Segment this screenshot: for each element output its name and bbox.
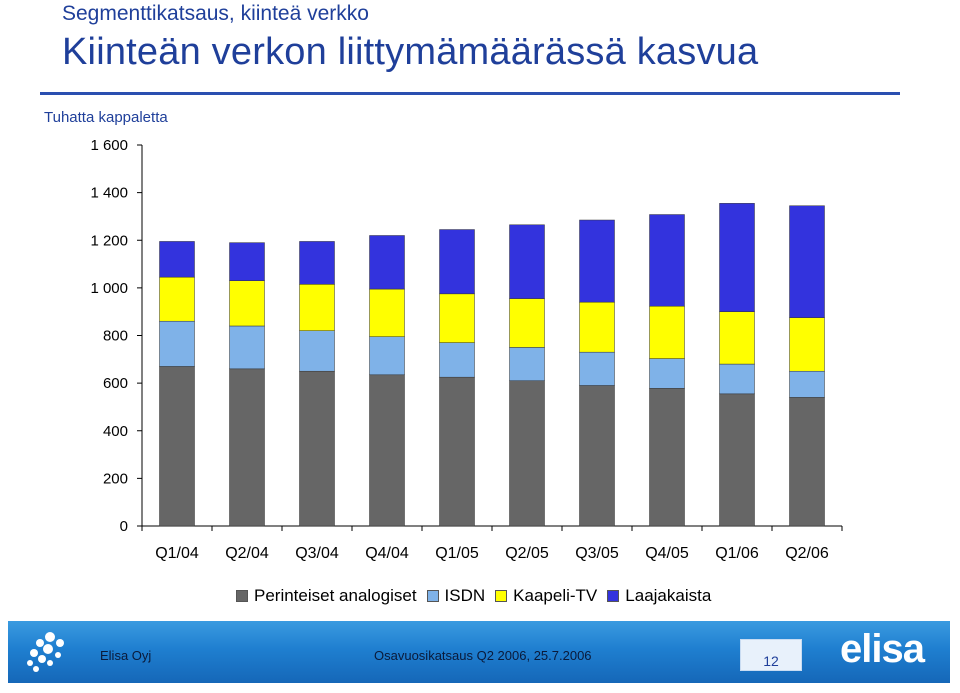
chart-legend: Perinteiset analogiset ISDN Kaapeli-TV L… [236, 586, 711, 606]
x-tick-label: Q1/04 [155, 545, 199, 562]
x-tick-label: Q4/04 [365, 545, 409, 562]
x-tick-label: Q2/04 [225, 545, 269, 562]
x-tick-label: Q2/05 [505, 545, 549, 562]
x-tick-label: Q2/06 [785, 545, 829, 562]
bar-segment-1 [509, 380, 545, 527]
legend-label-broadband: Laajakaista [625, 586, 712, 605]
bar-segment-1 [649, 388, 685, 527]
y-tick-label: 600 [103, 375, 128, 392]
bar-segment-3 [509, 298, 545, 348]
bar-segment-2 [579, 351, 615, 386]
footer-document: Osavuosikatsaus Q2 2006, 25.7.2006 [374, 648, 592, 663]
bar-segment-1 [789, 397, 825, 527]
x-tick-label: Q3/04 [295, 545, 339, 562]
elisa-logo: elisa [840, 627, 925, 671]
bar-segment-2 [719, 363, 755, 395]
bar-segment-4 [299, 241, 335, 285]
legend-item-isdn: ISDN [426, 586, 486, 606]
legend-label-analog: Perinteiset analogiset [254, 586, 417, 605]
bar-segment-3 [649, 305, 685, 359]
elisa-dots-logo-icon [27, 632, 64, 672]
bar-segment-1 [229, 368, 265, 527]
bar-segment-3 [229, 280, 265, 327]
bar-segment-1 [719, 393, 755, 527]
x-tick-label: Q4/05 [645, 545, 689, 562]
legend-item-cable: Kaapeli-TV [495, 586, 597, 606]
bar-segment-4 [509, 224, 545, 299]
x-tick-label: Q1/06 [715, 545, 759, 562]
unit-label: Tuhatta kappaletta [44, 109, 168, 126]
legend-swatch-broadband [607, 590, 620, 602]
y-tick-label: 800 [103, 328, 128, 345]
bar-segment-1 [439, 376, 475, 527]
y-tick-label: 200 [103, 470, 128, 487]
bar-segment-4 [369, 235, 405, 290]
legend-item-analog: Perinteiset analogiset [236, 586, 417, 606]
bar-segment-1 [369, 374, 405, 527]
y-tick-label: 400 [103, 423, 128, 440]
bar-segment-2 [649, 358, 685, 389]
y-tick-label: 1 400 [90, 185, 128, 202]
legend-label-isdn: ISDN [444, 586, 486, 605]
bar-segment-1 [299, 370, 335, 527]
bar-segment-2 [509, 347, 545, 381]
y-tick-label: 0 [120, 518, 128, 535]
page-number: 12 [740, 639, 802, 671]
bar-segment-2 [369, 336, 405, 376]
bar-segment-2 [789, 370, 825, 398]
bar-segment-1 [159, 366, 195, 527]
x-tick-label: Q1/05 [435, 545, 479, 562]
bar-segment-4 [439, 229, 475, 295]
section-title: Segmenttikatsaus, kiinteä verkko [62, 2, 369, 25]
legend-swatch-isdn [426, 590, 439, 602]
bar-segment-3 [719, 311, 755, 365]
bar-segment-4 [649, 214, 685, 307]
legend-label-cable: Kaapeli-TV [513, 586, 598, 605]
bar-segment-3 [299, 284, 335, 331]
legend-swatch-cable [495, 590, 508, 602]
bar-segment-4 [789, 205, 825, 318]
bar-segment-4 [159, 241, 195, 278]
bar-segment-4 [579, 219, 615, 303]
page-title: Kiinteän verkon liittymämäärässä kasvua [62, 31, 759, 73]
bar-segment-2 [159, 320, 195, 367]
legend-swatch-analog [236, 590, 248, 602]
bar-segment-4 [719, 203, 755, 312]
y-tick-label: 1 600 [90, 137, 128, 154]
bar-segment-2 [439, 342, 475, 378]
title-divider [40, 92, 900, 95]
y-tick-label: 1 200 [90, 232, 128, 249]
bar-segment-1 [579, 385, 615, 527]
bar-segment-3 [579, 301, 615, 353]
bar-segment-3 [789, 317, 825, 372]
legend-item-broadband: Laajakaista [607, 586, 711, 606]
bar-segment-3 [369, 288, 405, 337]
y-tick-label: 1 000 [90, 280, 128, 297]
x-tick-label: Q3/05 [575, 545, 619, 562]
bar-segment-4 [229, 242, 265, 281]
footer-bar: Elisa Oyj Osavuosikatsaus Q2 2006, 25.7.… [8, 621, 950, 683]
bar-segment-3 [159, 276, 195, 322]
bar-segment-3 [439, 293, 475, 343]
bar-segment-2 [299, 330, 335, 372]
bar-segment-2 [229, 325, 265, 370]
footer-company: Elisa Oyj [100, 648, 152, 663]
